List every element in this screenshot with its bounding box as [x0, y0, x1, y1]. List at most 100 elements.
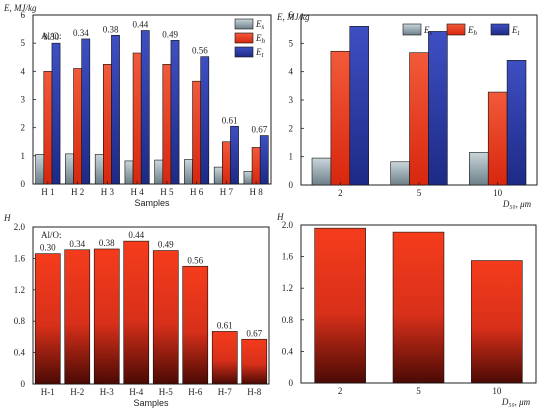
bar-eh-4 — [132, 52, 142, 185]
legend-swatch-es — [234, 18, 254, 30]
x-axis-label: D₅₀, μm — [501, 397, 531, 407]
bar-et-1 — [51, 42, 61, 185]
al-o-annotation: 0.56 — [192, 46, 208, 56]
bar-h-8 — [241, 338, 268, 385]
annotation-title: Al/O: — [41, 31, 62, 41]
y-tick-label: 3 — [289, 95, 294, 105]
x-tick-label: H-2 — [70, 387, 84, 397]
bar-es-2 — [390, 161, 410, 186]
bar-es-7 — [213, 166, 223, 185]
x-tick-label: H-1 — [41, 387, 55, 397]
bar-es-3 — [94, 154, 104, 185]
bar-eh-1 — [43, 71, 53, 185]
al-o-annotation: 0.49 — [162, 29, 178, 39]
y-tick-label: 0.4 — [14, 348, 26, 358]
x-axis-label: Samples — [133, 398, 169, 408]
x-tick-label: 5 — [417, 188, 422, 198]
al-o-annotation: 0.34 — [69, 239, 85, 249]
bar-eh-2 — [409, 52, 429, 186]
x-tick-label: 2 — [338, 188, 343, 198]
bar-eh-7 — [222, 141, 231, 185]
bar-et-3 — [506, 60, 527, 186]
al-o-annotation: 0.67 — [246, 328, 262, 338]
bar-h-2 — [64, 249, 91, 385]
y-axis-label: E, MJ/kg — [3, 3, 37, 13]
y-tick-label: 2 — [21, 123, 26, 133]
bar-et-7 — [230, 125, 239, 185]
x-tick-label: H 6 — [190, 187, 204, 197]
legend-swatch-es — [402, 23, 422, 36]
bar-eh-2 — [73, 68, 82, 185]
bar-et-3 — [111, 34, 120, 185]
bar-eh-3 — [487, 91, 508, 186]
al-o-annotation: 0.38 — [99, 238, 115, 248]
bar-et-5 — [170, 40, 180, 185]
al-o-annotation: 0.61 — [222, 115, 238, 125]
y-tick-label: 4 — [289, 67, 294, 77]
al-o-annotation: 0.61 — [217, 320, 233, 330]
legend-swatch-et — [234, 46, 254, 58]
annotation-title: Al/O: — [41, 230, 62, 240]
x-tick-label: 2 — [338, 386, 343, 396]
x-tick-label: H 5 — [160, 187, 174, 197]
al-o-annotation: 0.56 — [187, 255, 203, 265]
y-tick-label: 6 — [289, 10, 294, 20]
x-tick-label: H-7 — [218, 387, 232, 397]
y-tick-label: 0.4 — [282, 346, 294, 356]
bar-h-1 — [34, 253, 61, 385]
y-tick-label: 0.8 — [14, 316, 26, 326]
bar-es-3 — [469, 152, 489, 186]
y-tick-label: 2.0 — [282, 220, 294, 230]
al-o-annotation: 0.67 — [252, 125, 268, 135]
y-axis-label: H — [276, 212, 284, 222]
bar-h-1 — [314, 227, 366, 384]
bar-eh-6 — [192, 80, 201, 185]
y-tick-label: 3 — [21, 95, 26, 105]
y-tick-label: 0 — [289, 180, 294, 190]
legend-swatch-et — [490, 23, 510, 36]
bar-h-4 — [123, 240, 150, 385]
x-tick-label: H 1 — [41, 187, 54, 197]
y-tick-label: 5 — [289, 38, 294, 48]
bar-h-3 — [93, 248, 120, 385]
bar-eh-5 — [162, 63, 172, 185]
bar-h-6 — [182, 265, 209, 385]
y-tick-label: 4 — [21, 66, 26, 76]
y-tick-label: 0 — [21, 379, 26, 389]
x-tick-label: H 8 — [250, 187, 264, 197]
x-tick-label: 10 — [492, 386, 502, 396]
legend-label-eh: Eh — [255, 33, 266, 45]
bar-h-5 — [152, 250, 179, 385]
legend-label-es: Es — [255, 19, 265, 31]
al-o-annotation: 0.34 — [73, 28, 89, 38]
bar-et-1 — [349, 26, 369, 186]
x-tick-label: H-8 — [247, 387, 261, 397]
y-tick-label: 0 — [289, 378, 294, 388]
legend-label-et: Et — [255, 47, 265, 59]
bar-et-2 — [428, 31, 448, 186]
legend-label-eh: Eh — [467, 25, 478, 37]
y-tick-label: 2.0 — [14, 222, 26, 232]
bar-et-6 — [200, 56, 210, 185]
y-axis-label: E, MJ/kg — [276, 12, 310, 22]
al-o-annotation: 0.44 — [128, 230, 144, 240]
x-tick-label: 5 — [416, 386, 421, 396]
bar-et-4 — [140, 30, 150, 185]
x-tick-label: H 4 — [131, 187, 145, 197]
x-tick-label: H-4 — [129, 387, 143, 397]
al-o-annotation: 0.38 — [103, 24, 119, 34]
y-tick-label: 1 — [21, 151, 26, 161]
y-tick-label: 1.6 — [14, 253, 26, 263]
x-tick-label: H 3 — [101, 187, 115, 197]
y-tick-label: 2 — [289, 123, 294, 133]
x-tick-label: H-3 — [100, 387, 114, 397]
bar-et-2 — [81, 38, 91, 185]
y-tick-label: 1.2 — [282, 283, 293, 293]
legend-swatch-eh — [234, 32, 254, 44]
al-o-annotation: 0.30 — [43, 32, 59, 42]
x-tick-label: H-5 — [159, 387, 173, 397]
plot-frame-3 — [32, 226, 270, 385]
al-o-annotation: 0.44 — [133, 19, 149, 29]
